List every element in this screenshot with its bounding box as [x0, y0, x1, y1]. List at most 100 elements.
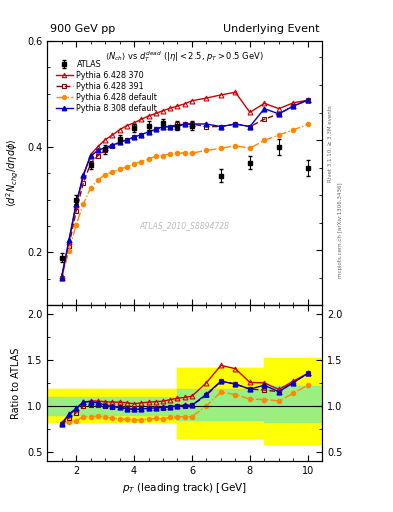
Pythia 6.428 370: [66, 239, 71, 245]
Text: ATLAS_2010_S8894728: ATLAS_2010_S8894728: [140, 222, 230, 230]
Pythia 6.428 370: [153, 110, 158, 116]
Pythia 6.428 370: [81, 173, 86, 179]
Pythia 6.428 370: [276, 105, 281, 112]
Pythia 6.428 default: [204, 147, 209, 154]
Pythia 6.428 370: [168, 105, 173, 111]
Pythia 6.428 391: [189, 121, 194, 127]
Pythia 8.308 default: [305, 97, 310, 103]
Pythia 6.428 370: [59, 273, 64, 280]
Text: 900 GeV pp: 900 GeV pp: [50, 25, 115, 34]
Pythia 6.428 default: [74, 222, 79, 228]
Pythia 6.428 370: [117, 126, 122, 133]
Pythia 6.428 default: [95, 177, 100, 183]
Pythia 6.428 default: [103, 172, 107, 178]
Pythia 6.428 391: [182, 121, 187, 127]
Pythia 6.428 391: [168, 123, 173, 130]
Pythia 6.428 default: [276, 132, 281, 138]
Pythia 6.428 391: [95, 153, 100, 159]
Pythia 6.428 391: [153, 126, 158, 132]
Pythia 6.428 370: [233, 89, 238, 95]
Pythia 8.308 default: [262, 105, 267, 112]
Pythia 6.428 370: [146, 113, 151, 119]
Pythia 8.308 default: [103, 145, 107, 151]
Pythia 8.308 default: [219, 123, 223, 130]
Pythia 8.308 default: [204, 121, 209, 127]
Pythia 6.428 391: [233, 121, 238, 127]
Pythia 8.308 default: [175, 123, 180, 130]
Pythia 6.428 391: [262, 116, 267, 122]
Pythia 6.428 default: [291, 126, 296, 133]
Pythia 6.428 370: [132, 120, 136, 126]
Pythia 6.428 370: [88, 152, 93, 158]
Pythia 6.428 370: [248, 109, 252, 115]
Pythia 6.428 370: [175, 103, 180, 109]
Y-axis label: $\langle d^2 N_{chg}/d\eta d\phi \rangle$: $\langle d^2 N_{chg}/d\eta d\phi \rangle…: [5, 139, 21, 207]
Pythia 6.428 391: [139, 132, 143, 138]
Pythia 6.428 default: [66, 248, 71, 254]
Pythia 6.428 default: [168, 151, 173, 157]
Pythia 6.428 default: [233, 142, 238, 148]
Legend: ATLAS, Pythia 6.428 370, Pythia 6.428 391, Pythia 6.428 default, Pythia 8.308 de: ATLAS, Pythia 6.428 370, Pythia 6.428 39…: [54, 58, 159, 115]
Pythia 8.308 default: [95, 147, 100, 154]
Pythia 6.428 370: [139, 116, 143, 122]
Pythia 8.308 default: [88, 153, 93, 159]
Pythia 8.308 default: [233, 121, 238, 127]
Text: Underlying Event: Underlying Event: [223, 25, 320, 34]
Pythia 6.428 default: [189, 150, 194, 156]
Pythia 6.428 391: [276, 111, 281, 117]
Pythia 8.308 default: [139, 132, 143, 138]
Pythia 8.308 default: [248, 123, 252, 130]
Pythia 8.308 default: [81, 172, 86, 178]
Pythia 6.428 default: [219, 145, 223, 152]
Line: Pythia 6.428 370: Pythia 6.428 370: [59, 90, 310, 279]
Pythia 6.428 default: [262, 137, 267, 143]
Pythia 6.428 391: [161, 124, 165, 130]
Line: Pythia 6.428 391: Pythia 6.428 391: [59, 98, 310, 280]
Pythia 6.428 default: [81, 201, 86, 207]
Pythia 6.428 370: [219, 92, 223, 98]
Pythia 6.428 370: [125, 122, 129, 129]
Pythia 8.308 default: [153, 126, 158, 132]
Pythia 8.308 default: [66, 237, 71, 243]
Pythia 6.428 default: [117, 166, 122, 173]
Pythia 8.308 default: [276, 111, 281, 117]
Pythia 6.428 391: [103, 147, 107, 154]
Pythia 6.428 370: [305, 97, 310, 103]
Text: Rivet 3.1.10, ≥ 3.3M events: Rivet 3.1.10, ≥ 3.3M events: [328, 105, 333, 182]
Pythia 6.428 370: [291, 100, 296, 106]
Pythia 8.308 default: [125, 137, 129, 143]
Pythia 6.428 391: [132, 134, 136, 140]
Pythia 6.428 391: [88, 161, 93, 167]
Pythia 6.428 default: [175, 150, 180, 156]
Pythia 6.428 default: [132, 161, 136, 167]
Pythia 6.428 370: [161, 108, 165, 114]
Pythia 8.308 default: [110, 142, 115, 148]
Pythia 6.428 391: [204, 123, 209, 130]
Pythia 6.428 391: [305, 97, 310, 103]
Pythia 6.428 default: [59, 275, 64, 281]
Pythia 8.308 default: [291, 103, 296, 109]
Pythia 6.428 391: [66, 243, 71, 249]
Text: $\langle N_{ch} \rangle$ vs $d_T^{dead}$ ($|\eta| < 2.5$, $p_T > 0.5$ GeV): $\langle N_{ch} \rangle$ vs $d_T^{dead}$…: [105, 49, 264, 64]
Pythia 6.428 370: [262, 100, 267, 106]
Pythia 6.428 default: [248, 145, 252, 152]
Pythia 6.428 370: [103, 137, 107, 143]
Pythia 6.428 370: [204, 95, 209, 101]
Pythia 6.428 391: [125, 137, 129, 143]
Pythia 8.308 default: [132, 134, 136, 140]
Pythia 6.428 default: [139, 158, 143, 164]
Pythia 6.428 370: [182, 101, 187, 107]
Pythia 6.428 370: [110, 132, 115, 138]
Line: Pythia 6.428 default: Pythia 6.428 default: [60, 122, 310, 280]
Pythia 6.428 default: [305, 121, 310, 127]
Pythia 6.428 391: [117, 139, 122, 145]
Y-axis label: Ratio to ATLAS: Ratio to ATLAS: [11, 347, 21, 419]
Pythia 6.428 391: [291, 103, 296, 109]
Pythia 8.308 default: [74, 201, 79, 207]
Pythia 6.428 391: [146, 129, 151, 135]
Pythia 6.428 default: [161, 153, 165, 159]
Pythia 6.428 370: [74, 202, 79, 208]
Pythia 8.308 default: [182, 121, 187, 127]
Pythia 6.428 391: [219, 123, 223, 130]
Pythia 6.428 391: [248, 123, 252, 130]
